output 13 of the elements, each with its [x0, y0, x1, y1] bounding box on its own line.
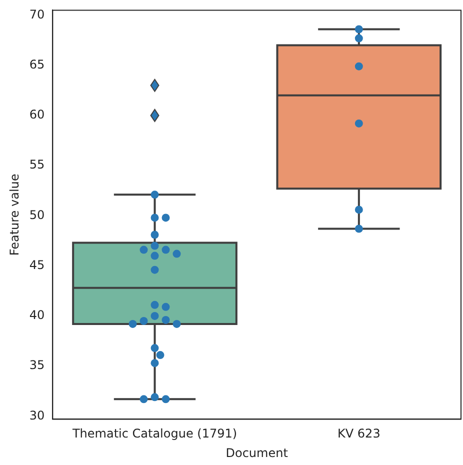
x-tick-label: Thematic Catalogue (1791): [71, 426, 238, 441]
y-tick-label: 70: [29, 7, 45, 22]
x-axis-title: Document: [226, 446, 288, 460]
y-tick-label: 60: [29, 108, 45, 122]
y-axis-title: Feature value: [7, 174, 22, 256]
y-tick-label: 65: [29, 57, 45, 72]
y-tick-label: 55: [29, 158, 45, 172]
y-tick-label: 35: [29, 358, 45, 372]
y-tick-label: 50: [29, 208, 45, 222]
y-tick-label: 45: [29, 258, 45, 272]
y-tick-label: 30: [29, 408, 45, 422]
x-tick-label: KV 623: [338, 426, 380, 441]
y-tick-label: 40: [29, 308, 45, 322]
